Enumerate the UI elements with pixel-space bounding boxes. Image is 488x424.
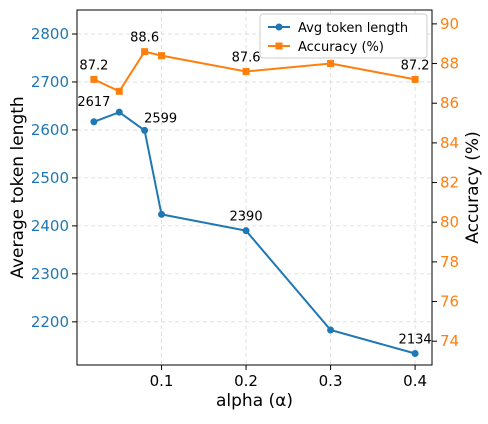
y-left-tick-label: 2700	[31, 73, 69, 91]
y-right-tick-label: 86	[440, 94, 459, 112]
y-right-tick-label: 90	[440, 15, 459, 33]
x-axis-label: alpha (α)	[216, 391, 293, 411]
y-left-tick-label: 2600	[31, 121, 69, 139]
data-label: 2599	[144, 111, 177, 126]
data-point-avg-token-length	[158, 210, 166, 218]
y-right-tick-label: 78	[440, 253, 459, 271]
data-point-avg-token-length	[242, 227, 250, 235]
data-point-avg-token-length	[90, 118, 98, 126]
data-point-accuracy	[115, 87, 123, 95]
x-tick-label: 0.2	[234, 372, 258, 390]
series-layer	[90, 48, 419, 357]
y-right-tick-label: 76	[440, 293, 459, 311]
legend-label: Accuracy (%)	[298, 40, 384, 55]
data-label: 2390	[230, 210, 263, 225]
legend-marker	[275, 42, 283, 50]
data-point-avg-token-length	[115, 108, 123, 116]
legend-box	[259, 13, 428, 59]
y-left-tick-label: 2500	[31, 169, 69, 187]
x-tick-label: 0.4	[403, 372, 427, 390]
data-point-accuracy	[327, 60, 335, 68]
y-right-tick-label: 88	[440, 55, 459, 73]
y-left-tick-label: 2400	[31, 217, 69, 235]
data-point-accuracy	[242, 67, 250, 75]
plot-frame	[76, 9, 433, 366]
data-point-avg-token-length	[411, 349, 419, 357]
y-right-axis-label: Accuracy (%)	[463, 131, 483, 243]
y-right-tick-label: 80	[440, 213, 459, 231]
data-point-accuracy	[411, 75, 419, 83]
data-label: 87.2	[79, 58, 108, 73]
data-label: 87.2	[401, 58, 430, 73]
axes: 0.1 0.2 0.3 0.4 2200 2300 2400 2500 2600 2700 2800…	[8, 15, 483, 411]
data-point-avg-token-length	[327, 326, 335, 334]
y-left-tick-label: 2300	[31, 265, 69, 283]
data-point-accuracy	[90, 75, 98, 83]
y-left-tick-label: 2200	[31, 313, 69, 331]
data-label: 2134	[399, 332, 432, 347]
y-right-tick-label: 84	[440, 134, 459, 152]
y-right-tick-label: 74	[440, 332, 459, 350]
data-point-avg-token-length	[141, 126, 149, 134]
legend-marker	[275, 23, 283, 31]
legend: Avg token length Accuracy (%)	[259, 13, 428, 59]
legend-label: Avg token length	[298, 21, 408, 36]
y-left-axis-label: Average token length	[8, 96, 28, 278]
data-label: 88.6	[130, 31, 159, 46]
x-tick-label: 0.1	[150, 372, 174, 390]
data-labels: 2617 2599 2390 2134 87.2 88.6 87.6 87.2	[77, 31, 431, 348]
data-point-accuracy	[158, 52, 166, 60]
data-label: 87.6	[232, 50, 261, 65]
y-right-tick-label: 82	[440, 174, 459, 192]
y-left-tick-label: 2800	[31, 25, 69, 43]
data-point-accuracy	[141, 48, 149, 56]
data-label: 2617	[77, 95, 110, 110]
x-tick-label: 0.3	[319, 372, 343, 390]
plot-area-border	[76, 9, 433, 366]
